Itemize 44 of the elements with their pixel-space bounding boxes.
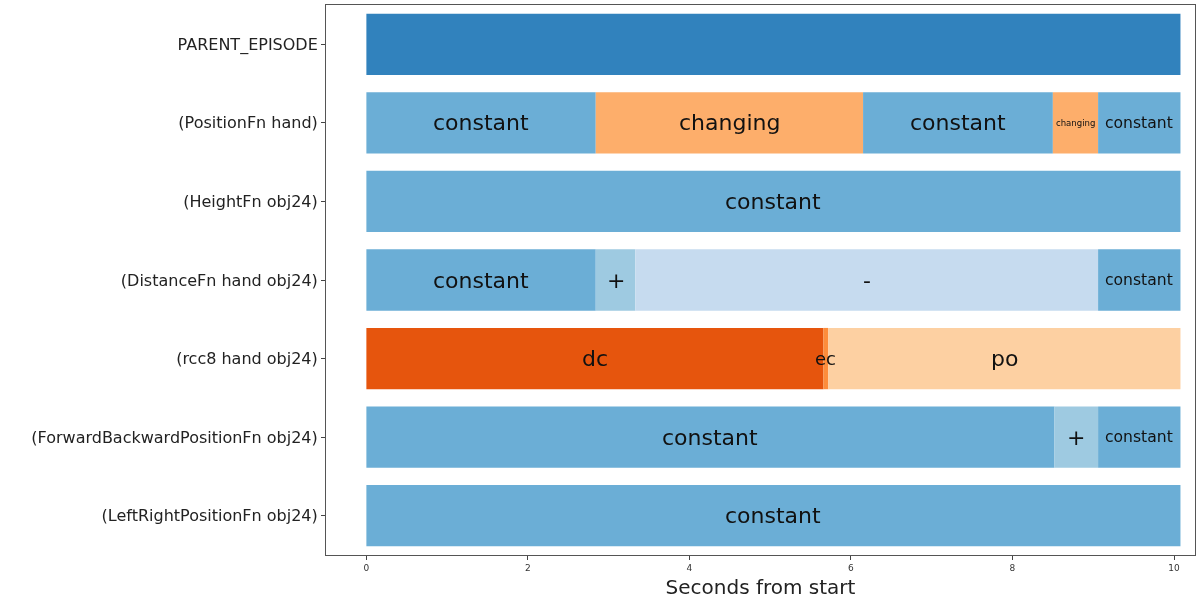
data-label: constant <box>725 503 822 528</box>
bar <box>366 406 1055 468</box>
bar <box>366 485 1181 547</box>
bar <box>1052 92 1099 154</box>
y-tick-label: (rcc8 hand obj24) <box>176 349 318 369</box>
data-label: changing <box>1056 118 1096 128</box>
data-label: + <box>1067 425 1086 450</box>
y-tick-label: (ForwardBackwardPositionFn obj24) <box>31 427 318 447</box>
bar <box>1098 92 1181 154</box>
x-tick-label: 4 <box>686 562 693 573</box>
data-label: constant <box>725 189 822 214</box>
data-label: constant <box>1105 428 1173 446</box>
x-axis-title: Seconds from start <box>665 575 856 600</box>
x-tick-label: 10 <box>1168 562 1180 573</box>
data-label: constant <box>433 268 530 293</box>
y-tick-label: (HeightFn obj24) <box>183 192 318 212</box>
x-tick-label: 8 <box>1009 562 1016 573</box>
y-tick-label: (PositionFn hand) <box>178 113 318 133</box>
y-tick-label: (DistanceFn hand obj24) <box>120 270 318 290</box>
bar <box>366 92 596 154</box>
bar <box>635 249 1099 311</box>
x-tick-label: 6 <box>848 562 855 573</box>
data-label: constant <box>433 110 530 135</box>
bar <box>863 92 1053 154</box>
bar <box>366 170 1181 233</box>
data-label: changing <box>679 110 781 135</box>
data-label: constant <box>1105 271 1173 289</box>
data-label: - <box>863 268 871 293</box>
data-label: constant <box>662 425 759 450</box>
y-tick-label: PARENT_EPISODE <box>177 34 318 55</box>
data-label: constant <box>1105 114 1173 132</box>
bar <box>595 249 636 311</box>
data-label: po <box>991 346 1019 371</box>
data-label: dc <box>582 346 609 371</box>
x-tick-label: 0 <box>363 562 370 573</box>
data-label: ec <box>815 348 836 369</box>
x-tick-label: 2 <box>525 562 531 573</box>
data-label: constant <box>910 110 1007 135</box>
bar <box>366 249 596 311</box>
y-tick-label: (LeftRightPositionFn obj24) <box>101 506 318 526</box>
bar <box>1054 406 1099 468</box>
data-label: + <box>607 268 626 293</box>
bar <box>1098 406 1181 468</box>
bar <box>366 13 1181 75</box>
